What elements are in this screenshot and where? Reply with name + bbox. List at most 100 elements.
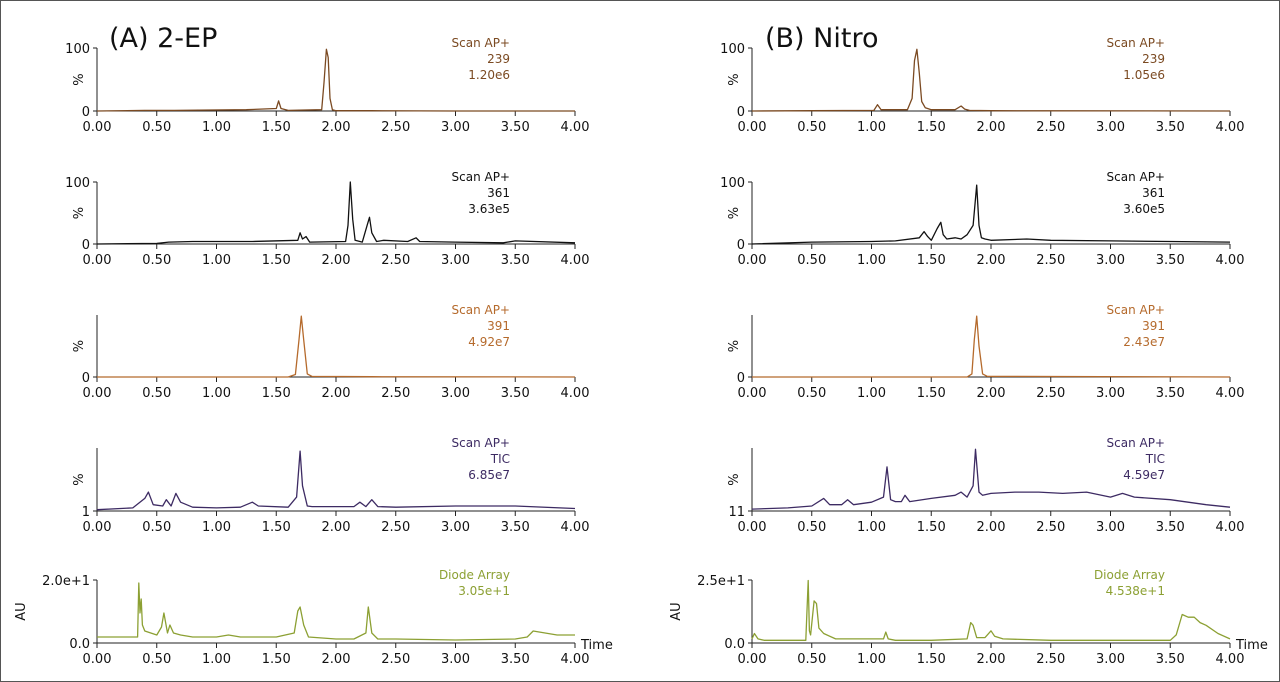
chart-b3-x-tick-label: 4.00 — [1216, 520, 1245, 535]
chart-b2-info-line: 2.43e7 — [1123, 335, 1165, 349]
chart-a2-info-line: 391 — [487, 319, 510, 333]
chart-b1-x-tick-label: 1.50 — [917, 253, 946, 268]
chart-b0-x-tick-label: 2.00 — [977, 120, 1006, 135]
chart-b3-info-line: Scan AP+ — [1107, 436, 1166, 450]
chart-a2-trace — [97, 315, 576, 378]
chart-b1-trace — [751, 184, 1231, 245]
chart-b1-x-tick-label: 0.00 — [738, 253, 767, 268]
chart-b2-x-tick-label: 3.50 — [1156, 386, 1185, 401]
chart-a1-x-tick-label: 4.00 — [561, 253, 590, 268]
chart-b2-ylabel: % — [727, 340, 742, 352]
chart-a1-x-tick-label: 0.50 — [142, 253, 171, 268]
chart-b1-info-line: Scan AP+ — [1107, 170, 1166, 184]
chart-b4-time-label: Time — [1235, 638, 1268, 653]
chart-a3-x-tick-label: 0.50 — [142, 520, 171, 535]
chart-a1-x-tick-label: 3.00 — [441, 253, 470, 268]
chart-b0-ylabel: % — [727, 73, 742, 85]
chart-b4-x-tick-label: 1.00 — [857, 652, 886, 667]
chart-a4-x-tick-label: 3.00 — [441, 652, 470, 667]
chart-b0-x-tick-label: 2.50 — [1036, 120, 1065, 135]
chart-a2-x-tick-label: 4.00 — [561, 386, 590, 401]
chart-b4-x-tick-label: 3.50 — [1156, 652, 1185, 667]
chart-a1-x-tick-label: 2.00 — [322, 253, 351, 268]
chart-b1-x-tick-label: 2.50 — [1036, 253, 1065, 268]
chart-a0-x-tick-label: 2.00 — [322, 120, 351, 135]
chart-b1-x-tick-label: 4.00 — [1216, 253, 1245, 268]
chart-a3-trace — [96, 450, 576, 511]
chart-a4-x-tick-label: 2.50 — [381, 652, 410, 667]
chart-a3-x-tick-label: 0.00 — [83, 520, 112, 535]
chart-b2-x-tick-label: 0.50 — [797, 386, 826, 401]
chart-b3-y-tick-label: 11 — [728, 505, 745, 520]
chart-b3-x-tick-label: 1.00 — [857, 520, 886, 535]
chart-b3-x-tick-label: 3.00 — [1096, 520, 1125, 535]
chart-b1-info-line: 361 — [1142, 186, 1165, 200]
chart-b4-x-tick-label: 4.00 — [1216, 652, 1245, 667]
chart-a0-x-tick-label: 1.00 — [202, 120, 231, 135]
chart-b2-info-line: 391 — [1142, 319, 1165, 333]
chart-b2-trace — [752, 315, 1231, 378]
chart-a4-info-line: Diode Array — [439, 568, 510, 582]
chart-a1-info-line: 3.63e5 — [468, 202, 510, 216]
chart-b1-y-tick-label: 100 — [720, 176, 745, 191]
chart-a1-trace — [96, 181, 576, 245]
chart-a2-info-line: Scan AP+ — [452, 303, 511, 317]
chart-a1-ylabel: % — [72, 207, 87, 219]
chart-a2-x-tick-label: 3.00 — [441, 386, 470, 401]
chart-a0-ylabel: % — [72, 73, 87, 85]
chart-b3-x-tick-label: 3.50 — [1156, 520, 1185, 535]
chart-a0-info-line: 239 — [487, 52, 510, 66]
chart-b1-x-tick-label: 2.00 — [977, 253, 1006, 268]
chart-b4-y-tick-label: 0.0 — [724, 637, 745, 652]
chart-a3-x-tick-label: 2.50 — [381, 520, 410, 535]
chart-a3-info-line: TIC — [490, 452, 510, 466]
chart-a0-x-tick-label: 2.50 — [381, 120, 410, 135]
chart-a3-x-tick-label: 4.00 — [561, 520, 590, 535]
chart-b1-x-tick-label: 3.00 — [1096, 253, 1125, 268]
chart-a2-x-tick-label: 2.00 — [322, 386, 351, 401]
chart-a1-x-tick-label: 3.50 — [501, 253, 530, 268]
chart-b2-x-tick-label: 4.00 — [1216, 386, 1245, 401]
chart-a4-x-tick-label: 1.00 — [202, 652, 231, 667]
chart-a3-info-line: 6.85e7 — [468, 468, 510, 482]
chart-b0-trace — [751, 48, 1231, 112]
chart-a3-x-tick-label: 1.00 — [202, 520, 231, 535]
chart-b0-x-tick-label: 3.50 — [1156, 120, 1185, 135]
chart-b2-x-tick-label: 0.00 — [738, 386, 767, 401]
chart-b2-info-line: Scan AP+ — [1107, 303, 1166, 317]
chart-a1-y-tick-label: 100 — [65, 176, 90, 191]
chart-b4-y-tick-label: 2.5e+1 — [697, 574, 745, 589]
chart-b3-trace — [751, 448, 1231, 510]
chart-a4-info-line: 3.05e+1 — [458, 584, 510, 598]
chart-a4-x-tick-label: 4.00 — [561, 652, 590, 667]
chart-a2-x-tick-label: 1.50 — [262, 386, 291, 401]
chart-b0-x-tick-label: 3.00 — [1096, 120, 1125, 135]
chart-a1-info-line: 361 — [487, 186, 510, 200]
chart-a3-x-tick-label: 3.00 — [441, 520, 470, 535]
chart-b0-x-tick-label: 4.00 — [1216, 120, 1245, 135]
chart-a1-x-tick-label: 1.00 — [202, 253, 231, 268]
chart-b4-x-tick-label: 2.00 — [977, 652, 1006, 667]
chart-b3-x-tick-label: 2.50 — [1036, 520, 1065, 535]
chart-a4-trace — [97, 582, 575, 641]
chart-a0-info-line: 1.20e6 — [468, 68, 510, 82]
chart-a0-info-line: Scan AP+ — [452, 36, 511, 50]
chart-b2-x-tick-label: 1.50 — [917, 386, 946, 401]
chart-b3-x-tick-label: 1.50 — [917, 520, 946, 535]
chart-a4-y-tick-label: 2.0e+1 — [42, 574, 90, 589]
chart-b1-x-tick-label: 3.50 — [1156, 253, 1185, 268]
chart-b2-y-tick-label: 0 — [737, 371, 745, 386]
chart-b4-info-line: Diode Array — [1094, 568, 1165, 582]
chart-b2-x-tick-label: 2.00 — [977, 386, 1006, 401]
chart-b4-info-line: 4.538e+1 — [1106, 584, 1165, 598]
chart-b4-x-tick-label: 0.50 — [797, 652, 826, 667]
chart-b0-x-tick-label: 0.00 — [738, 120, 767, 135]
chart-a2-x-tick-label: 3.50 — [501, 386, 530, 401]
chart-a1-x-tick-label: 1.50 — [262, 253, 291, 268]
chart-b1-ylabel: % — [727, 207, 742, 219]
chart-a4-x-tick-label: 3.50 — [501, 652, 530, 667]
chart-b3-info-line: 4.59e7 — [1123, 468, 1165, 482]
chart-b4-trace — [751, 579, 1231, 641]
